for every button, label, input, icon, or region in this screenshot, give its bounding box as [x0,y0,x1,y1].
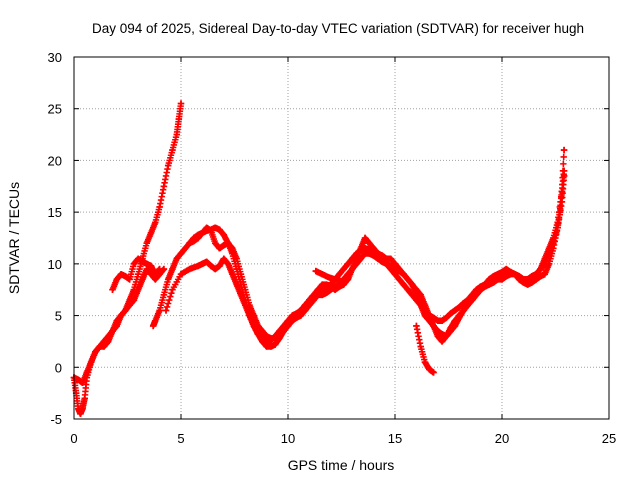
plot-frame [73,56,610,420]
y-tick-label: 25 [48,102,62,117]
y-tick-label: 30 [48,50,62,65]
grid-lines [74,57,609,419]
series-markers [109,255,163,293]
x-tick-label: 25 [602,431,616,446]
x-tick-label: 15 [388,431,402,446]
series-markers [413,322,437,376]
data-points [70,100,568,418]
x-tick-label: 0 [70,431,77,446]
series-markers [162,172,568,350]
axis-ticks: 0 5 10 15 20 25 -5 0 5 10 15 20 25 30 [48,50,617,446]
y-tick-label: 10 [48,257,62,272]
y-tick-label: 5 [55,309,62,324]
y-tick-label: -5 [50,412,62,427]
x-axis-label: GPS time / hours [288,457,395,473]
data-series [312,267,352,285]
y-tick-label: 20 [48,153,62,168]
y-tick-label: 0 [55,360,62,375]
chart-title: Day 094 of 2025, Sidereal Day-to-day VTE… [92,21,584,36]
data-series [162,172,568,350]
data-series [109,255,163,293]
series-markers [312,267,352,285]
y-axis-label: SDTVAR / TECUs [6,182,22,294]
data-series [413,322,437,376]
x-tick-label: 5 [177,431,184,446]
series-markers [186,146,568,345]
data-series [186,146,568,345]
x-tick-label: 10 [281,431,295,446]
x-tick-label: 20 [495,431,509,446]
y-tick-label: 15 [48,205,62,220]
